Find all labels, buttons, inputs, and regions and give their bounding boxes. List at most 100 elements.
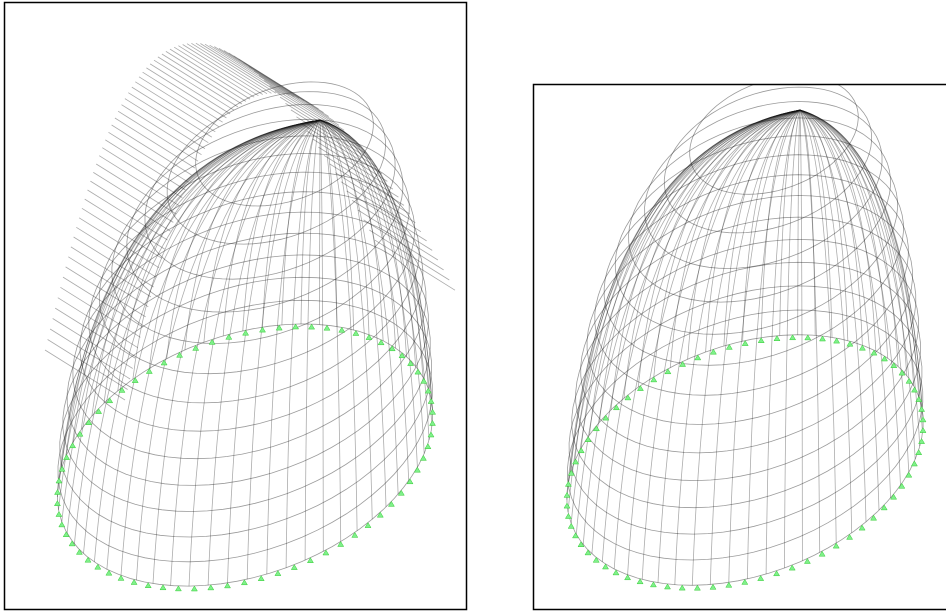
meridian xyxy=(305,120,320,560)
support xyxy=(338,542,344,547)
shell-line xyxy=(170,49,250,99)
support xyxy=(565,514,571,519)
support xyxy=(145,583,151,588)
support xyxy=(920,417,926,422)
meridian xyxy=(800,110,915,459)
support xyxy=(650,582,656,587)
meridian xyxy=(61,120,320,470)
meridian xyxy=(798,110,800,335)
support xyxy=(420,455,426,460)
page: (() => { JSON.parse(document.getElementB… xyxy=(0,0,946,613)
shell-line xyxy=(244,63,324,113)
support xyxy=(428,399,434,404)
meridian xyxy=(800,110,802,561)
support xyxy=(694,585,700,590)
ring xyxy=(60,277,432,537)
support xyxy=(324,325,330,330)
meridian xyxy=(136,120,320,580)
support xyxy=(414,467,420,472)
meridian xyxy=(800,110,891,498)
support xyxy=(911,461,917,466)
support xyxy=(916,450,922,455)
shell-line xyxy=(210,45,290,95)
support xyxy=(146,369,152,374)
support xyxy=(56,512,62,517)
meridian xyxy=(568,110,801,487)
support xyxy=(208,585,214,590)
shell-line xyxy=(139,77,219,127)
support xyxy=(56,478,62,483)
shell-line xyxy=(239,59,319,109)
support xyxy=(912,387,918,392)
support xyxy=(430,421,436,426)
shell-line xyxy=(128,93,208,143)
support xyxy=(241,580,247,585)
support xyxy=(565,481,571,486)
meridian xyxy=(320,120,433,413)
support xyxy=(564,492,570,497)
meridian xyxy=(282,120,320,325)
support xyxy=(651,377,657,382)
support xyxy=(805,335,811,340)
ring xyxy=(595,175,909,396)
support xyxy=(710,584,716,589)
shell-line xyxy=(154,60,234,110)
shell-line xyxy=(135,82,215,132)
support xyxy=(425,444,431,449)
support xyxy=(160,585,166,590)
shell-line xyxy=(254,71,334,121)
support xyxy=(613,405,619,410)
meridian xyxy=(185,120,320,350)
support xyxy=(415,369,421,374)
support xyxy=(309,324,315,329)
support xyxy=(568,523,574,528)
support xyxy=(625,395,631,400)
meridian xyxy=(743,110,800,341)
meridian xyxy=(320,120,323,551)
meridian xyxy=(567,110,800,500)
meridian xyxy=(800,110,922,408)
meridian xyxy=(800,110,919,397)
meridian xyxy=(800,110,852,533)
support xyxy=(906,472,912,477)
support xyxy=(175,586,181,591)
deformed-model xyxy=(45,43,455,591)
support xyxy=(790,335,796,340)
meridian xyxy=(800,110,815,335)
support xyxy=(421,378,427,383)
ring xyxy=(615,136,897,335)
meridian xyxy=(642,110,800,579)
shell-line xyxy=(178,46,258,96)
undeformed-model xyxy=(564,76,926,591)
support xyxy=(871,515,877,520)
support xyxy=(882,356,888,361)
support xyxy=(585,550,591,555)
support xyxy=(859,525,865,530)
support xyxy=(55,490,61,495)
ring xyxy=(57,324,432,586)
support xyxy=(365,523,371,528)
support xyxy=(59,522,65,527)
shell-line xyxy=(146,68,226,118)
meridian xyxy=(320,120,383,341)
shell-line xyxy=(205,44,285,94)
figure xyxy=(0,0,946,613)
support xyxy=(64,455,70,460)
support xyxy=(726,582,732,587)
support xyxy=(191,586,197,591)
support xyxy=(578,448,584,453)
support xyxy=(665,584,671,589)
ring xyxy=(567,335,923,586)
support xyxy=(920,428,926,433)
shell-line xyxy=(369,230,449,280)
support xyxy=(70,443,76,448)
support xyxy=(906,378,912,383)
support xyxy=(919,407,925,412)
support xyxy=(377,512,383,517)
shell-line xyxy=(105,140,185,190)
shell-line xyxy=(187,44,267,94)
support xyxy=(352,532,358,537)
meridian xyxy=(319,120,320,325)
support xyxy=(665,369,671,374)
support xyxy=(847,534,853,539)
